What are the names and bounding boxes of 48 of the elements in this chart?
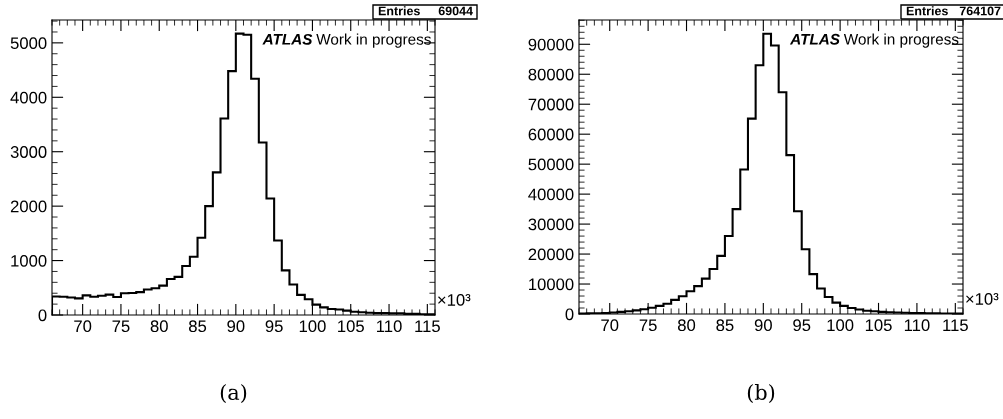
- text: Entries: [378, 6, 420, 16]
- text: ×10³: [966, 293, 999, 305]
- x-tick-label: 105: [338, 320, 364, 333]
- x-tick-label: 95: [793, 319, 811, 332]
- y-tick-label: 30000: [528, 218, 574, 231]
- x-tick-label: 90: [754, 319, 772, 332]
- x-tick-label: 85: [189, 320, 207, 333]
- y-tick-label: 0: [38, 309, 47, 322]
- x-tick-label: 75: [112, 320, 130, 333]
- annotation: Work in progress: [316, 33, 431, 48]
- x-tick-label: 80: [677, 319, 696, 332]
- x-tick-label: 70: [74, 320, 92, 333]
- x-tick-label: 100: [827, 319, 854, 332]
- text: Entries: [906, 6, 948, 16]
- x-tick-label: 90: [227, 320, 245, 333]
- text: 764107: [959, 6, 1001, 16]
- y-tick-label: 0: [565, 308, 574, 321]
- x-tick-label: 115: [943, 319, 968, 332]
- y-tick-label: 4000: [10, 91, 47, 104]
- y-tick-label: 5000: [10, 37, 47, 50]
- y-tick-label: 90000: [528, 38, 574, 51]
- x-tick-label: 110: [377, 320, 402, 333]
- x-tick-label: 105: [865, 319, 892, 332]
- x-tick-label: 85: [716, 319, 734, 332]
- x-tick-label: 110: [904, 319, 930, 332]
- text: (a): [220, 383, 247, 403]
- text: ×10³: [438, 294, 471, 306]
- y-tick-label: 10000: [529, 278, 574, 291]
- x-tick-label: 95: [265, 320, 283, 333]
- y-tick-label: 2000: [10, 200, 47, 213]
- annotation: ATLAS: [262, 33, 313, 45]
- annotation: Work in progress: [843, 33, 959, 48]
- y-tick-label: 20000: [528, 248, 574, 261]
- y-tick-label: 50000: [528, 158, 574, 171]
- y-tick-label: 1000: [11, 254, 47, 267]
- annotation: ATLAS: [789, 33, 840, 45]
- y-tick-label: 3000: [10, 146, 47, 158]
- x-tick-label: 70: [601, 319, 619, 332]
- x-tick-label: 80: [150, 320, 168, 333]
- y-tick-label: 80000: [528, 68, 574, 81]
- text: 69044: [438, 6, 473, 16]
- y-tick-label: 60000: [528, 128, 574, 141]
- y-tick-label: 70000: [528, 98, 574, 111]
- x-tick-label: 75: [639, 319, 657, 332]
- x-tick-label: 100: [299, 320, 326, 333]
- text: (b): [747, 383, 775, 403]
- x-tick-label: 115: [415, 320, 440, 333]
- y-tick-label: 40000: [528, 188, 574, 201]
